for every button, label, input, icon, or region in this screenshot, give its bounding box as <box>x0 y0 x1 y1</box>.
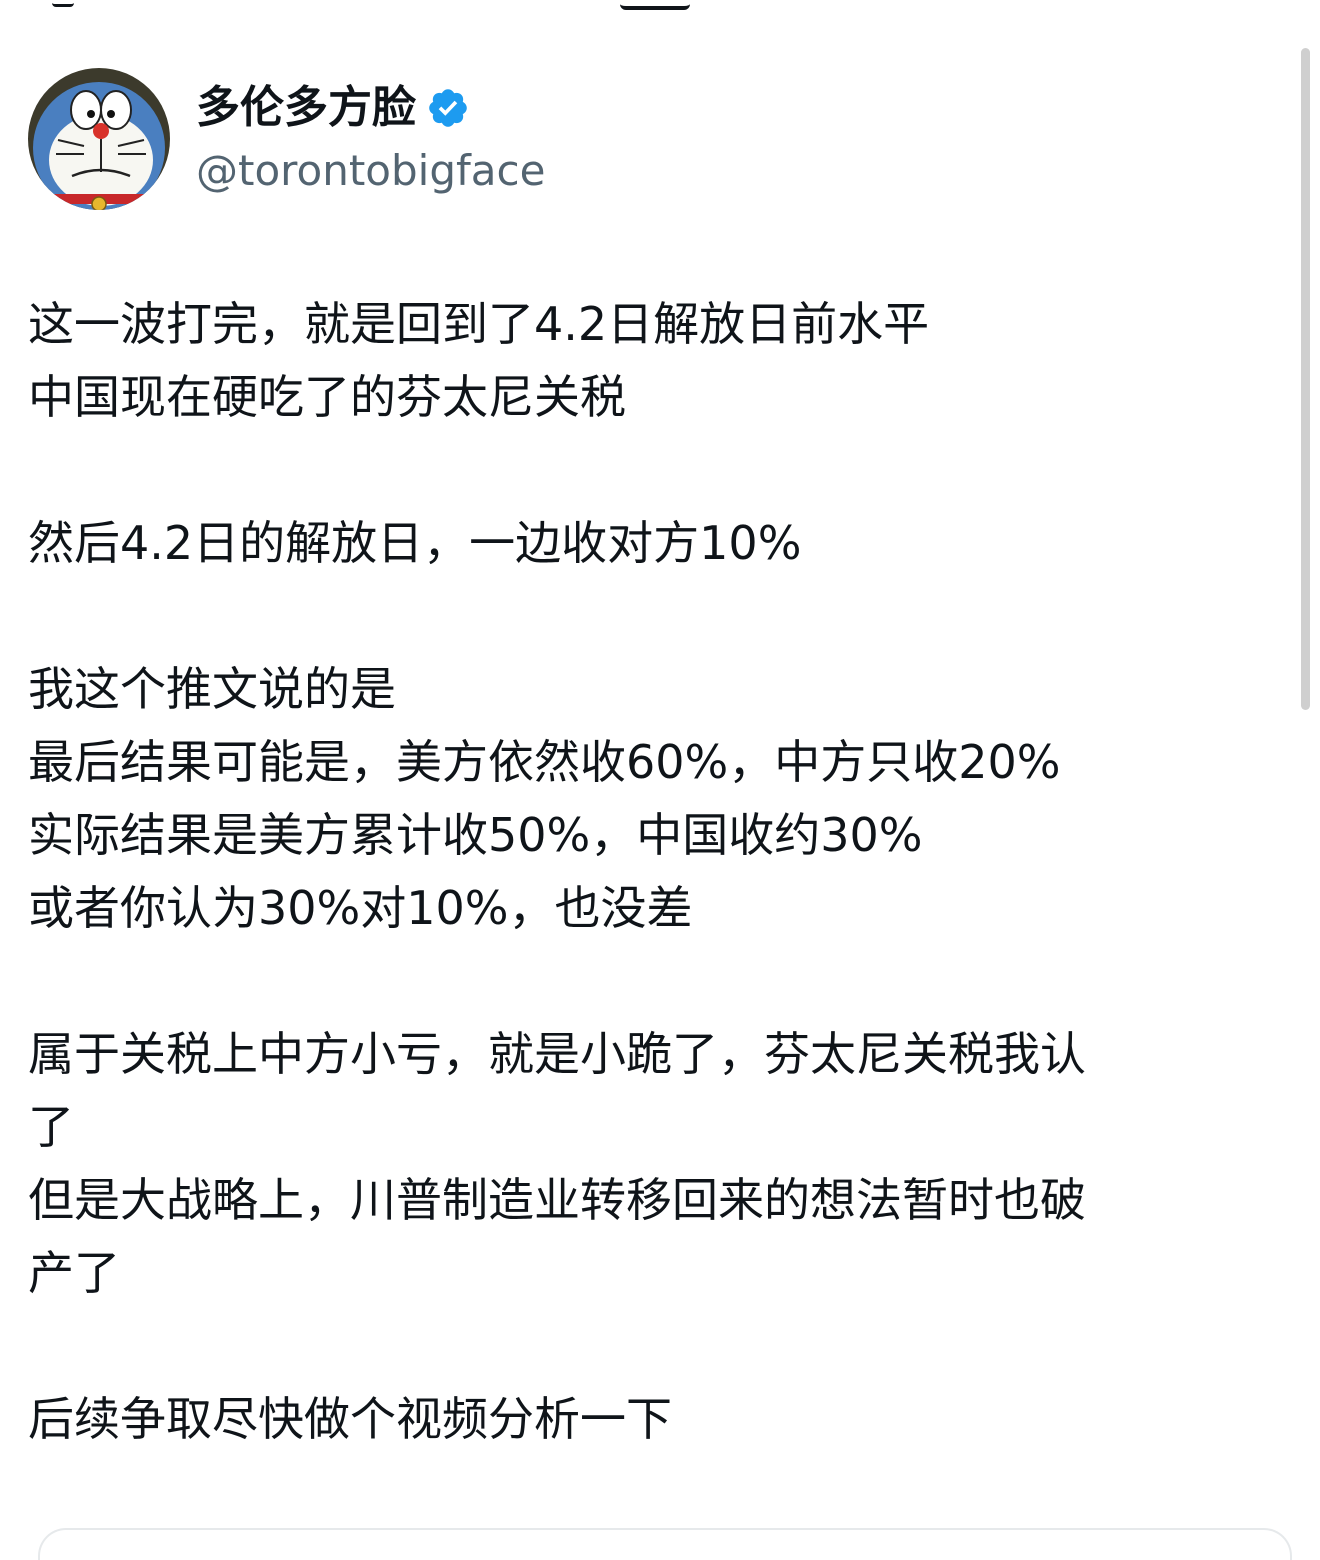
header-title-fragment <box>620 0 690 10</box>
name-line: 多伦多方脸 <box>196 77 545 139</box>
tweet-line: 这一波打完，就是回到了4.2日解放日前水平 <box>28 297 930 351</box>
tweet-line: 我这个推文说的是 <box>28 662 396 716</box>
author-handle[interactable]: @torontobigface <box>196 146 546 195</box>
tweet-line-blank <box>28 1310 1278 1383</box>
tweet-author[interactable]: 多伦多方脸 @torontobigface <box>28 68 545 210</box>
tweet-line-blank <box>28 945 1278 1018</box>
tweet-line: 产了 <box>28 1246 120 1300</box>
tweet-line: 了 <box>28 1100 74 1154</box>
tweet-line: 实际结果是美方累计收50%，中国收约30% <box>28 808 923 862</box>
tweet-line: 属于关税上中方小亏，就是小跪了，芬太尼关税我认 <box>28 1027 1086 1081</box>
tweet-line: 或者你认为30%对10%，也没差 <box>28 881 693 935</box>
tweet-line: 后续争取尽快做个视频分析一下 <box>28 1392 672 1446</box>
tweet-line-blank <box>28 434 1278 507</box>
verified-badge-icon <box>429 89 467 127</box>
tweet-line-blank <box>28 580 1278 653</box>
tweet-line: 然后4.2日的解放日，一边收对方10% <box>28 516 802 570</box>
translate-panel-edge[interactable] <box>38 1528 1292 1560</box>
tweet-line: 最后结果可能是，美方依然收60%，中方只收20% <box>28 735 1061 789</box>
doraemon-avatar-icon <box>28 68 170 210</box>
scrollbar[interactable] <box>1301 48 1310 710</box>
tweet-line: 但是大战略上，川普制造业转移回来的想法暂时也破 <box>28 1173 1086 1227</box>
author-info: 多伦多方脸 @torontobigface <box>196 77 545 201</box>
tweet-text: 这一波打完，就是回到了4.2日解放日前水平 中国现在硬吃了的芬太尼关税 然后4.… <box>28 288 1278 1456</box>
tweet-line: 中国现在硬吃了的芬太尼关税 <box>28 370 626 424</box>
avatar[interactable] <box>28 68 170 210</box>
top-bar-cropped <box>0 0 1320 10</box>
author-display-name[interactable]: 多伦多方脸 <box>196 82 416 133</box>
back-arrow-icon[interactable] <box>52 0 74 7</box>
